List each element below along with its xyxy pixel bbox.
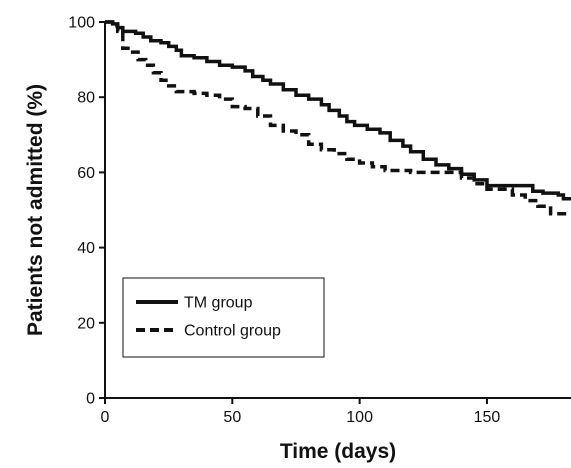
- series-layer: [105, 20, 571, 216]
- x-tick-label: 50: [223, 409, 241, 426]
- y-tick-label: 80: [77, 90, 95, 107]
- y-tick-label: 20: [77, 315, 95, 332]
- x-tick-label: 0: [101, 409, 110, 426]
- series-line-control-group: [105, 20, 571, 216]
- y-tick-label: 100: [68, 15, 95, 32]
- legend-box: [122, 277, 325, 358]
- x-axis-ticks: 0 50 100 150: [101, 398, 501, 426]
- x-axis-title: Time (days): [280, 440, 396, 463]
- y-tick-label: 0: [86, 391, 95, 408]
- y-axis-ticks: 0 20 40 60 80 100: [68, 15, 105, 408]
- y-axis-title: Patients not admitted (%): [24, 84, 47, 336]
- legend-label-tm-group: TM group: [184, 295, 253, 312]
- x-tick-label: 100: [346, 409, 373, 426]
- legend: TM group Control group: [122, 277, 325, 358]
- y-tick-label: 40: [77, 240, 95, 257]
- x-tick-label: 150: [474, 409, 501, 426]
- y-tick-label: 60: [77, 165, 95, 182]
- legend-label-control-group: Control group: [184, 323, 281, 340]
